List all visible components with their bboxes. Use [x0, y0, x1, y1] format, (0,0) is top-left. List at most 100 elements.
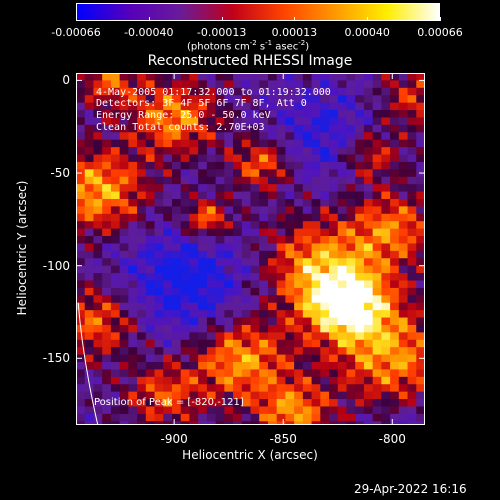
heatmap-cell: [198, 287, 208, 296]
heatmap-cell: [381, 110, 391, 119]
heatmap-cell: [171, 191, 182, 200]
heatmap-cell: [206, 236, 217, 245]
heatmap-cell: [137, 273, 147, 282]
heatmap-cell: [93, 213, 103, 222]
heatmap-cell: [346, 250, 356, 259]
heatmap-cell: [398, 191, 409, 200]
heatmap-cell: [311, 324, 321, 333]
heatmap-cell: [372, 243, 382, 252]
heatmap-cell: [390, 110, 400, 119]
heatmap-cell: [128, 87, 138, 96]
heatmap-cell: [76, 287, 86, 296]
heatmap-cell: [311, 250, 321, 259]
heatmap-cell: [102, 176, 112, 185]
colorbar-tick-mark: [440, 17, 441, 21]
heatmap-cell: [398, 413, 409, 422]
heatmap-cell: [76, 154, 86, 163]
heatmap-cell: [137, 250, 147, 259]
heatmap-cell: [189, 80, 199, 89]
x-tick-label: -800: [378, 432, 406, 446]
heatmap-cell: [398, 132, 409, 141]
heatmap-cell: [102, 132, 112, 141]
heatmap-cell: [337, 273, 348, 282]
heatmap-cell: [137, 236, 147, 245]
heatmap-cell: [302, 347, 313, 356]
heatmap-cell: [337, 176, 348, 185]
heatmap-cell: [285, 369, 295, 378]
heatmap-cell: [329, 332, 339, 341]
heatmap-cell: [372, 124, 382, 133]
heatmap-cell: [259, 147, 269, 156]
heatmap-cell: [180, 399, 191, 408]
heatmap-cell: [189, 421, 199, 425]
heatmap-cell: [346, 280, 356, 289]
heatmap-cell: [355, 176, 365, 185]
heatmap-cell: [285, 117, 295, 126]
heatmap-cell: [110, 332, 121, 341]
colorbar-tick-label: -0.00013: [196, 26, 247, 39]
heatmap-cell: [372, 287, 382, 296]
heatmap-cell: [363, 147, 374, 156]
heatmap-cell: [119, 191, 129, 200]
heatmap-cell: [241, 80, 252, 89]
heatmap-cell: [206, 280, 217, 289]
heatmap-cell: [206, 124, 217, 133]
heatmap-cell: [154, 302, 164, 311]
heatmap-cell: [215, 280, 225, 289]
heatmap-cell: [398, 391, 409, 400]
heatmap-cell: [163, 265, 173, 274]
heatmap-cell: [224, 95, 234, 104]
heatmap-cell: [294, 139, 304, 148]
heatmap-cell: [267, 198, 278, 207]
heatmap-cell: [398, 332, 409, 341]
heatmap-cell: [363, 265, 374, 274]
heatmap-cell: [215, 243, 225, 252]
heatmap-cell: [302, 206, 313, 215]
heatmap-cell: [320, 421, 330, 425]
heatmap-cell: [163, 124, 173, 133]
heatmap-cell: [285, 317, 295, 326]
heatmap-cell: [250, 369, 260, 378]
heatmap-cell: [294, 391, 304, 400]
heatmap-cell: [337, 184, 348, 193]
heatmap-cell: [119, 124, 129, 133]
heatmap-cell: [302, 176, 313, 185]
heatmap-cell: [267, 80, 278, 89]
heatmap-cell: [110, 376, 121, 385]
heatmap-cell: [416, 139, 425, 148]
heatmap-cell: [215, 302, 225, 311]
heatmap-cell: [128, 391, 138, 400]
x-tick-label: -850: [269, 432, 297, 446]
heatmap-cell: [241, 169, 252, 178]
heatmap-cell: [233, 117, 243, 126]
y-tick-label: -100: [42, 258, 70, 273]
heatmap-cell: [285, 184, 295, 193]
heatmap-cell: [171, 317, 182, 326]
heatmap-cell: [233, 191, 243, 200]
heatmap-cell: [390, 73, 400, 82]
heatmap-cell: [407, 87, 417, 96]
peak-position-label: Position of Peak = [-820,-121]: [94, 397, 244, 408]
annotation-energy-range: Energy Range: 25.0 - 50.0 keV: [96, 110, 271, 121]
heatmap-cell: [320, 369, 330, 378]
heatmap-cell: [233, 280, 243, 289]
heatmap-cell: [337, 198, 348, 207]
heatmap-cell: [294, 132, 304, 141]
heatmap-cell: [355, 302, 365, 311]
heatmap-cell: [407, 354, 417, 363]
heatmap-cell: [390, 147, 400, 156]
heatmap-cell: [102, 221, 112, 230]
heatmap-cell: [241, 369, 252, 378]
heatmap-cell: [346, 384, 356, 393]
heatmap-cell: [337, 413, 348, 422]
heatmap-cell: [337, 376, 348, 385]
heatmap-cell: [285, 302, 295, 311]
heatmap-cell: [311, 391, 321, 400]
heatmap-cell: [294, 384, 304, 393]
heatmap-cell: [381, 124, 391, 133]
heatmap-cell: [224, 243, 234, 252]
heatmap-cell: [137, 102, 147, 111]
heatmap-cell: [145, 391, 156, 400]
heatmap-cell: [137, 110, 147, 119]
heatmap-cell: [294, 117, 304, 126]
